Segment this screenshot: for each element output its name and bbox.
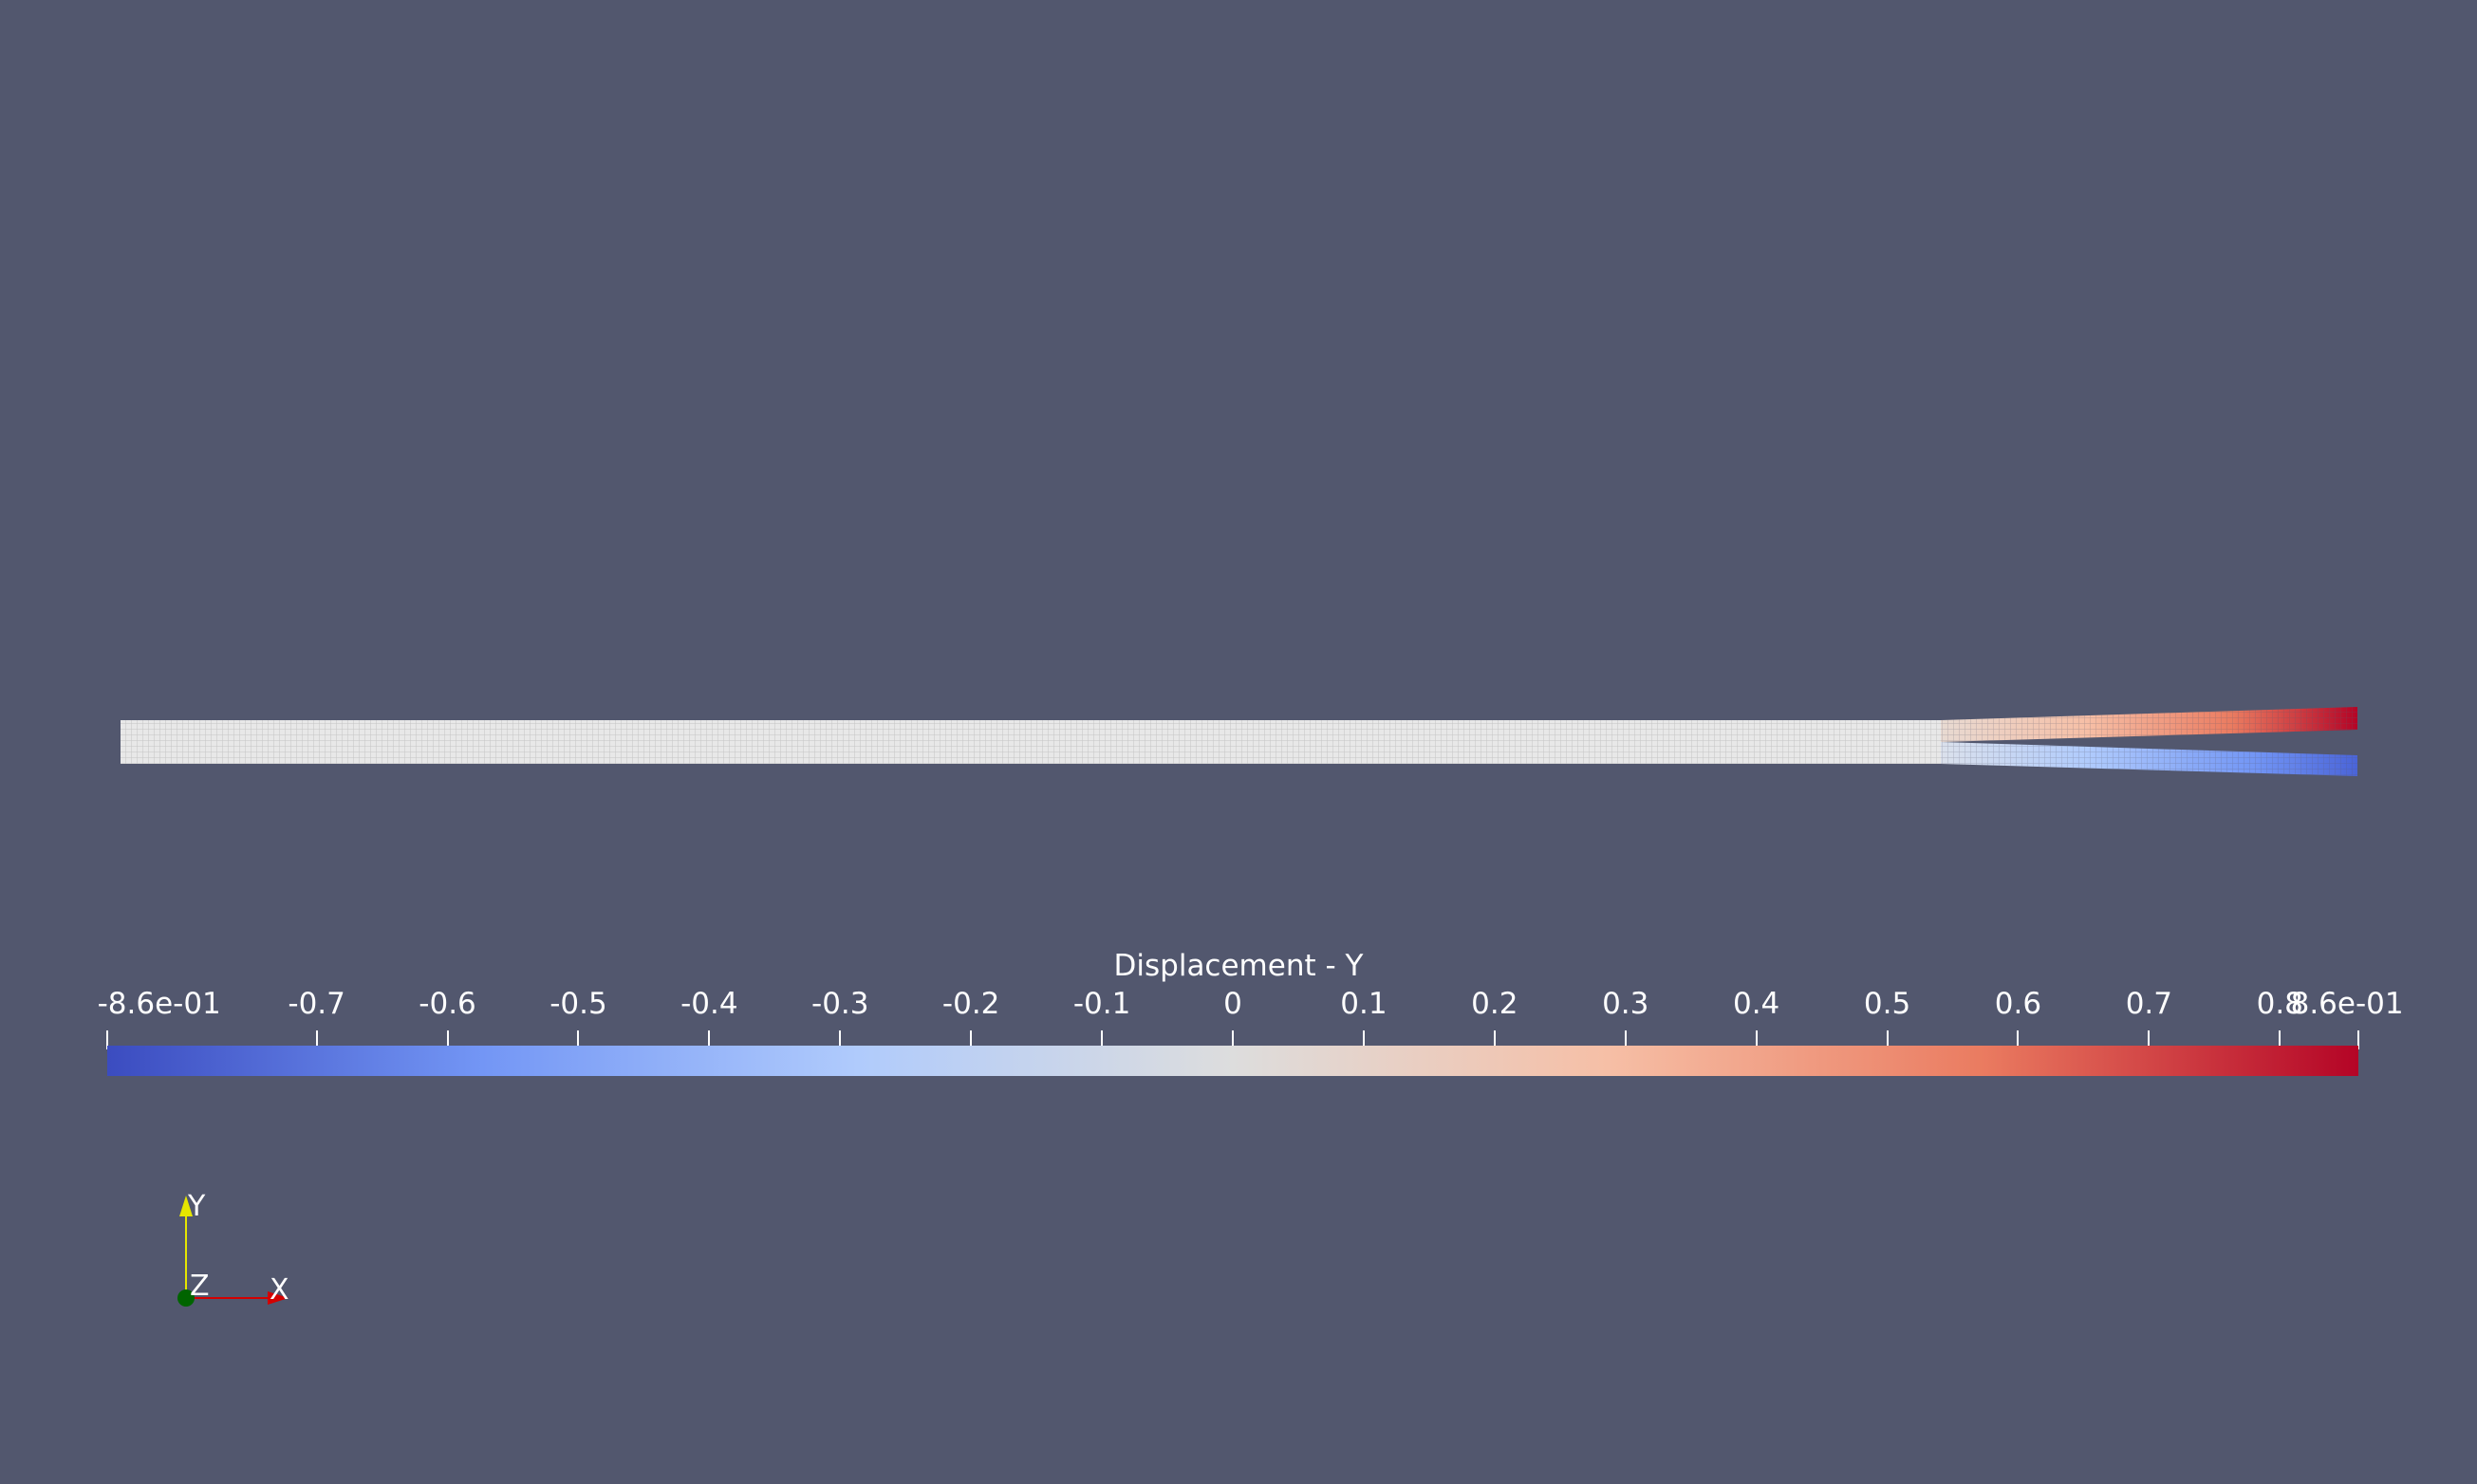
scalar-bar-tick-label: -8.6e-01 (97, 987, 221, 1021)
scalar-bar-tick-label: 0.2 (1471, 987, 1518, 1021)
scalar-bar-tick-label: 0.4 (1732, 987, 1780, 1021)
scalar-bar-tick-mark (106, 1030, 108, 1049)
scalar-bar-tick-label: 0.7 (2125, 987, 2172, 1021)
scalar-bar-tick-mark (1886, 1030, 1889, 1049)
scalar-bar-tick-label: -0.7 (288, 987, 345, 1021)
scalar-bar-tick-label: -0.2 (941, 987, 1000, 1021)
scalar-bar-tick-label: 0.8 (2256, 987, 2303, 1021)
scalar-bar-tick-label: -0.5 (549, 987, 607, 1021)
y-axis-label: Y (188, 1190, 206, 1223)
beam-body (121, 720, 1941, 764)
scalar-bar-tick-label: -0.6 (419, 987, 476, 1021)
scalar-bar-tick-label: -0.1 (1072, 987, 1131, 1021)
scalar-bar-tick-label: 0 (1223, 987, 1242, 1021)
scalar-bar-tick-mark (1101, 1030, 1104, 1049)
beam-upper-arm-mesh (1941, 707, 2357, 742)
scalar-bar-tick-mark (577, 1030, 580, 1049)
scalar-bar-tick-mark (970, 1030, 973, 1049)
x-axis-label: X (270, 1273, 289, 1307)
scalar-bar-tick-mark (315, 1030, 318, 1049)
scalar-bar-tick-mark (1493, 1030, 1496, 1049)
scalar-bar-tick-mark (1362, 1030, 1365, 1049)
scalar-bar-tick-mark (2279, 1030, 2281, 1049)
scalar-bar-title: Displacement - Y (1113, 949, 1364, 983)
scalar-bar-tick-mark (2357, 1030, 2359, 1049)
scalar-bar-tick-label: 0.5 (1863, 987, 1911, 1021)
x-axis-arrowhead (268, 1291, 289, 1305)
scalar-bar-tick-mark (708, 1030, 711, 1049)
scalar-bar-tick-mark (1232, 1030, 1234, 1049)
scalar-bar-tick-label: 0.1 (1340, 987, 1387, 1021)
scalar-bar[interactable] (107, 1046, 2358, 1076)
scalar-bar-tick-label: 8.6e-01 (2290, 987, 2404, 1021)
scalar-bar-tick-mark (2017, 1030, 2020, 1049)
scalar-bar-tick-mark (1624, 1030, 1627, 1049)
scalar-bar-tick-mark (1755, 1030, 1758, 1049)
scalar-bar-tick-mark (446, 1030, 449, 1049)
scalar-bar-tick-label: 0.6 (1994, 987, 2042, 1021)
scalar-bar-tick-label: -0.4 (680, 987, 738, 1021)
z-axis-origin (177, 1289, 195, 1307)
y-axis-arrowhead (179, 1196, 193, 1216)
orientation-axes (177, 1196, 289, 1307)
scalar-bar-tick-mark (2148, 1030, 2151, 1049)
scalar-bar-tick-mark (839, 1030, 842, 1049)
beam-lower-arm-mesh (1941, 742, 2357, 776)
z-axis-label: Z (190, 1270, 210, 1303)
scalar-bar-tick-label: -0.3 (811, 987, 869, 1021)
scalar-bar-tick-label: 0.3 (1602, 987, 1649, 1021)
